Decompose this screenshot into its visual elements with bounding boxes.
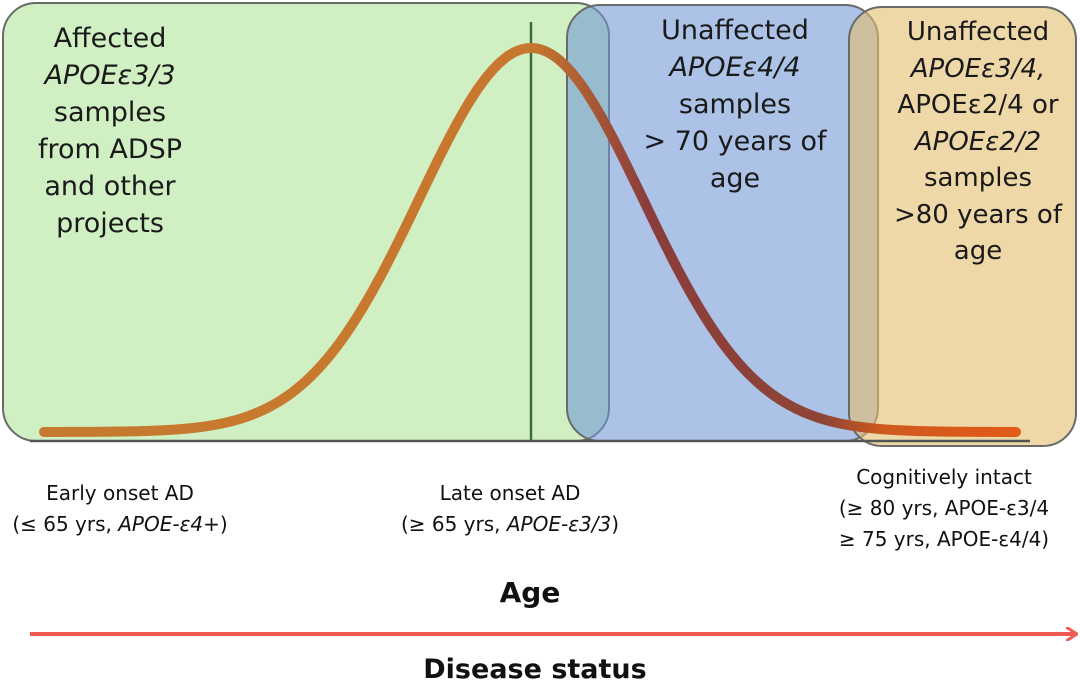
- unaffected-34-box-text: Unaffected APOEε3/4, APOEε2/4 or APOEε2/…: [878, 14, 1078, 270]
- unaffected-34-line-3b: or: [1023, 90, 1059, 120]
- bell-curve: [39, 43, 1021, 437]
- intact-line-2: (≥ 80 yrs, APOE-ε3/4: [838, 496, 1050, 520]
- unaffected-apoe34-box: [848, 6, 1077, 447]
- unaffected-34-line-1: Unaffected: [906, 17, 1050, 47]
- early-detail-suffix: ): [219, 512, 228, 536]
- late-onset-detail: (≥ 65 yrs, APOE-ε3/3): [384, 509, 636, 540]
- unaffected-34-line-3: APOEε2/4 or: [878, 87, 1078, 124]
- affected-line-5: and other: [44, 171, 176, 202]
- early-detail-genotype: APOE-ε4+: [118, 512, 220, 536]
- disease-status-label: Disease status: [423, 654, 647, 685]
- early-onset-detail: (≤ 65 yrs, APOE-ε4+): [0, 509, 240, 540]
- intact-line-3: ≥ 75 yrs, APOE-ε4/4): [838, 527, 1050, 551]
- unaffected-34-line-7: age: [953, 236, 1003, 266]
- age-axis-label: Age: [499, 576, 561, 609]
- late-onset-title: Late onset AD: [439, 481, 581, 505]
- early-onset-title: Early onset AD: [46, 481, 194, 505]
- unaffected-34-line-3a: APOEε2/4: [897, 90, 1024, 120]
- late-onset-label: Late onset AD (≥ 65 yrs, APOE-ε3/3): [384, 478, 636, 540]
- late-detail-genotype: APOE-ε3/3: [506, 512, 612, 536]
- unaffected-44-line-5: age: [709, 163, 761, 194]
- unaffected-44-line-4: > 70 years of: [643, 126, 827, 157]
- unaffected-34-line-2: APOEε3/4,: [910, 53, 1046, 84]
- affected-line-6: projects: [56, 208, 164, 239]
- cognitively-intact-label: Cognitively intact (≥ 80 yrs, APOE-ε3/4 …: [808, 462, 1080, 555]
- affected-line-4: from ADSP: [37, 134, 183, 165]
- early-detail-prefix: (≤ 65 yrs,: [12, 512, 119, 536]
- unaffected-34-line-4: APOEε2/2: [914, 126, 1042, 157]
- late-detail-suffix: ): [611, 512, 620, 536]
- affected-line-3: samples: [53, 97, 167, 128]
- unaffected-44-line-1: Unaffected: [661, 15, 809, 46]
- unaffected-34-line-6: >80 years of: [893, 199, 1062, 230]
- affected-line-1: Affected: [53, 23, 167, 54]
- unaffected-34-line-5: samples: [923, 163, 1033, 193]
- early-onset-label: Early onset AD (≤ 65 yrs, APOE-ε4+): [0, 478, 240, 540]
- affected-line-2: APOEε3/3: [44, 60, 176, 91]
- affected-apoe33-box: [2, 2, 610, 442]
- intact-title: Cognitively intact: [856, 465, 1032, 489]
- unaffected-44-box-text: Unaffected APOEε4/4 samples > 70 years o…: [630, 12, 840, 197]
- affected-box-text: Affected APOEε3/3 samples from ADSP and …: [12, 20, 208, 242]
- late-detail-prefix: (≥ 65 yrs,: [400, 512, 507, 536]
- unaffected-44-line-3: samples: [678, 89, 792, 120]
- unaffected-apoe44-box: [566, 4, 879, 442]
- unaffected-44-line-2: APOEε4/4: [669, 52, 801, 83]
